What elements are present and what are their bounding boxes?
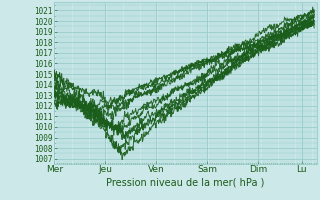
X-axis label: Pression niveau de la mer( hPa ): Pression niveau de la mer( hPa ) [107, 177, 265, 187]
